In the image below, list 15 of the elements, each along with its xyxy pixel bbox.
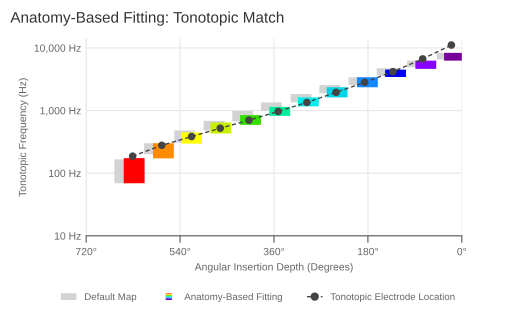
x-tick-label: 360° — [264, 248, 284, 256]
legend-label: Tonotopic Electrode Location — [330, 292, 454, 302]
legend-label: Anatomy-Based Fitting — [184, 292, 282, 302]
chart-title: Anatomy-Based Fitting: Tonotopic Match — [10, 12, 284, 26]
y-tick-label: 1,000 Hz — [40, 107, 81, 116]
y-tick-label: 10,000 Hz — [34, 44, 81, 54]
legend-label: Default Map — [85, 292, 136, 302]
x-axis-title: Angular Insertion Depth (Degrees) — [194, 262, 353, 273]
x-tick-label: 0° — [457, 248, 466, 256]
y-tick-label: 100 Hz — [49, 170, 81, 178]
x-tick-label: 180° — [358, 248, 378, 256]
x-tick-label: 540° — [170, 248, 190, 256]
x-tick-label: 720° — [76, 248, 96, 256]
y-axis-title: Tonotopic Frequency (Hz) — [18, 78, 28, 197]
y-tick-label: 10 Hz — [54, 232, 81, 240]
